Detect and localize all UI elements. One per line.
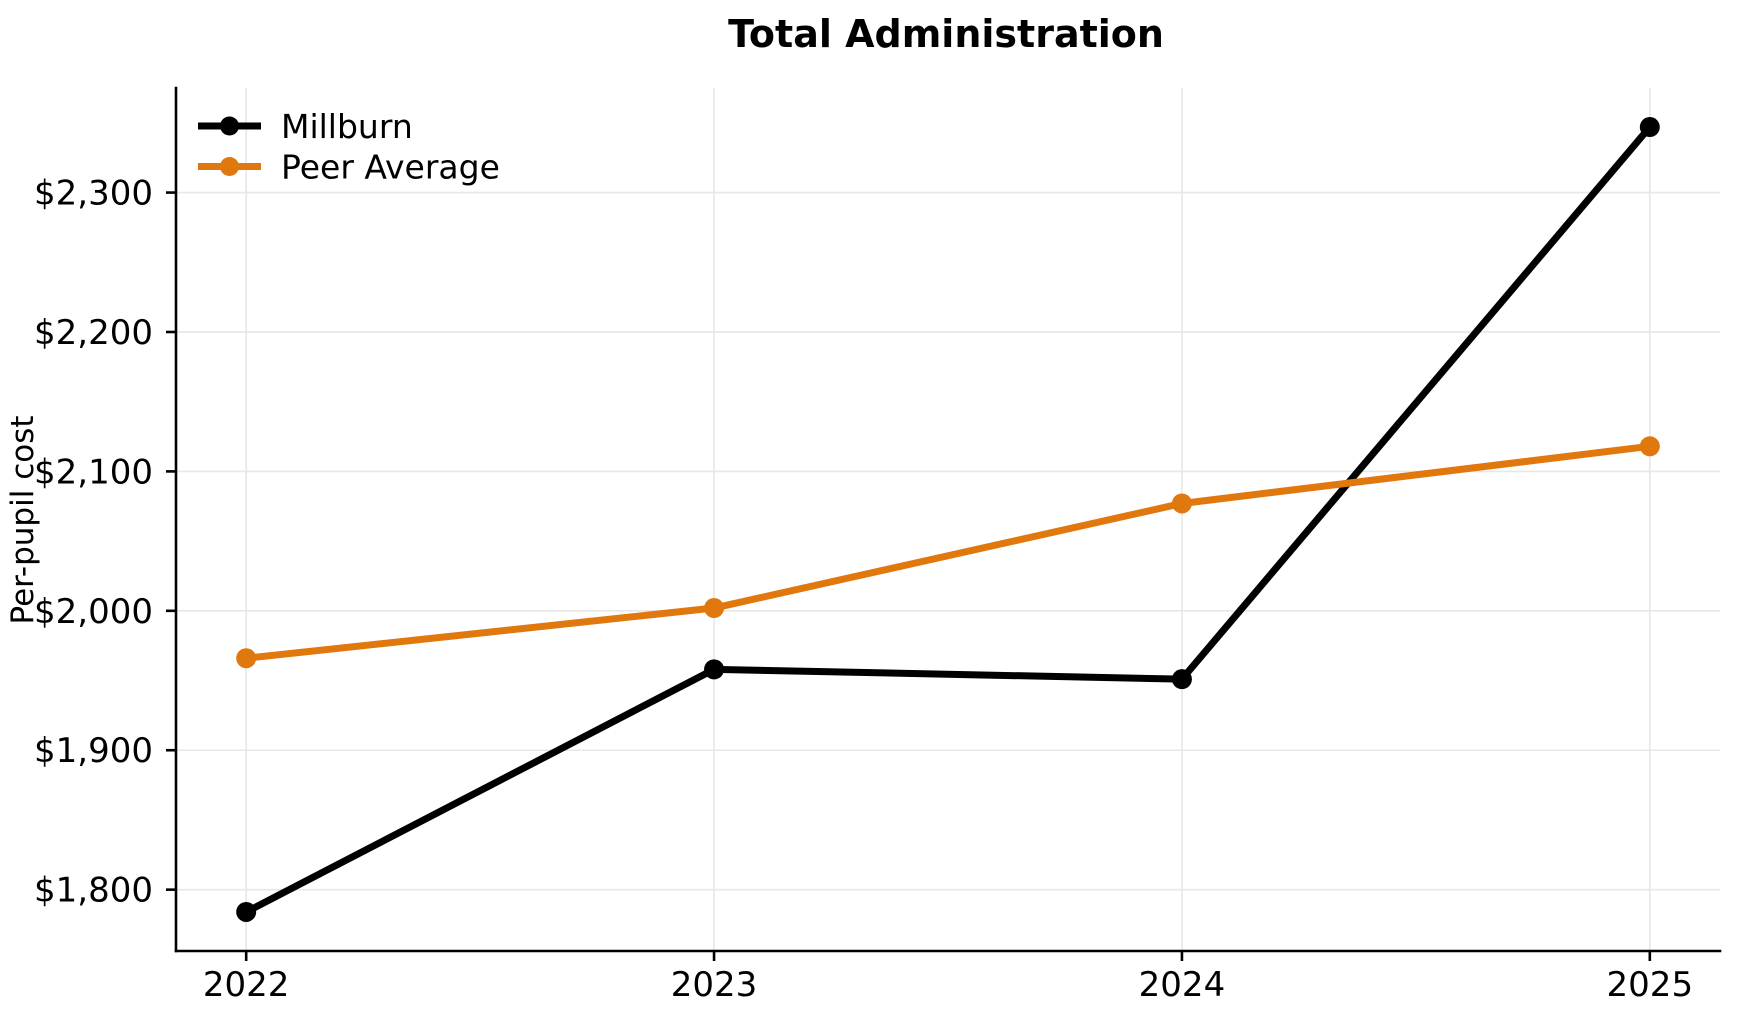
series-point-millburn [1171, 669, 1192, 690]
series-line-peer-average [242, 442, 1654, 662]
x-tick-label: 2022 [203, 965, 290, 1005]
y-tick-label: $2,300 [34, 174, 153, 214]
legend-label: Peer Average [281, 148, 500, 187]
x-tick-label: 2024 [1139, 965, 1226, 1005]
x-tick-label: 2025 [1607, 965, 1694, 1005]
y-tick-label: $1,800 [34, 871, 153, 911]
chart-title: Total Administration [728, 12, 1164, 56]
legend-swatch-marker [220, 157, 239, 176]
grid-layer [176, 88, 1720, 951]
y-tick-label: $2,200 [34, 313, 153, 353]
series-layer [236, 117, 1660, 922]
series-point-millburn [1639, 117, 1660, 138]
axes-layer: $1,800 $1,900 $2,000 $2,100 $2,200 $2,300 2022… [34, 86, 1722, 1005]
legend-label: Millburn [281, 107, 413, 146]
y-tick-label: $2,000 [34, 592, 153, 632]
series-point-millburn [704, 659, 725, 680]
series-point-peer-average [1171, 493, 1192, 514]
series-point-millburn [236, 901, 257, 922]
y-tick-label: $2,100 [34, 452, 153, 492]
y-tick-label: $1,900 [34, 731, 153, 771]
legend-swatch-marker [220, 116, 239, 136]
x-tick-label: 2023 [671, 965, 758, 1005]
series-line-millburn [242, 123, 1654, 916]
series-point-peer-average [236, 648, 257, 669]
series-point-peer-average [704, 598, 725, 619]
series-point-peer-average [1639, 436, 1660, 457]
legend-item: Peer Average [198, 148, 500, 187]
legend-item: Millburn [198, 107, 413, 146]
y-axis-label: Per-pupil cost [5, 415, 41, 624]
